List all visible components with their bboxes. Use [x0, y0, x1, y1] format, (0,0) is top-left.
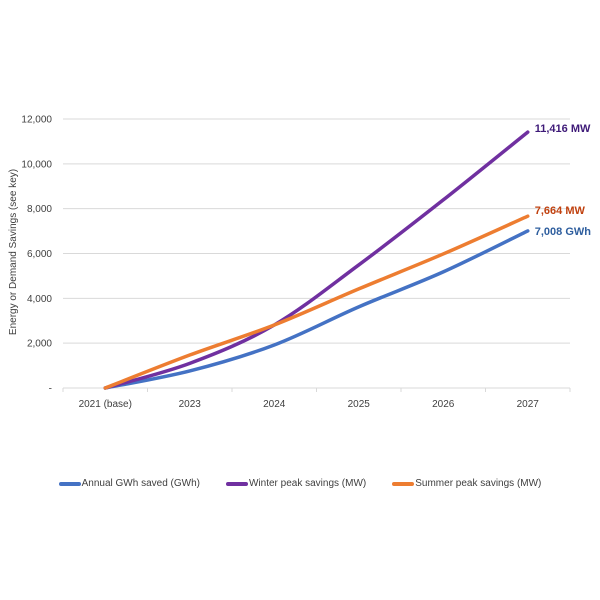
x-tick-label: 2027	[517, 399, 540, 410]
x-axis: 2021 (base) 2023 2024 2025 2026 2027	[62, 387, 571, 410]
series-lines	[103, 130, 530, 390]
data-label-2: 11,416 MW	[535, 123, 591, 135]
data-labels: 7,008 GWh 11,416 MW 7,664 MW	[535, 123, 592, 238]
x-tick-label: 2025	[348, 399, 371, 410]
legend-swatch	[392, 481, 415, 486]
legend-item-3: Summer peak savings (MW)	[392, 478, 541, 489]
legend-swatch	[58, 481, 81, 486]
legend-item-2: Winter peak savings (MW)	[225, 478, 367, 489]
gridlines	[63, 118, 570, 344]
legend-label: Annual GWh saved (GWh)	[81, 478, 200, 489]
y-tick-label: 10,000	[21, 159, 52, 170]
y-tick-label: 6,000	[27, 249, 52, 260]
y-axis-ticks: - 2,000 4,000 6,000 8,000 10,000 12,000	[21, 115, 52, 395]
legend-item-1: Annual GWh saved (GWh)	[58, 478, 200, 489]
series-line-1	[103, 229, 530, 390]
series-line-3	[103, 214, 530, 390]
x-tick-label: 2023	[179, 399, 202, 410]
y-tick-label: 4,000	[27, 294, 52, 305]
data-label-3: 7,664 MW	[535, 205, 586, 217]
legend-label: Summer peak savings (MW)	[415, 478, 542, 489]
legend: Annual GWh saved (GWh) Winter peak saving…	[0, 478, 600, 489]
y-tick-label: 12,000	[21, 115, 52, 126]
y-tick-label: 2,000	[27, 339, 52, 350]
x-tick-label: 2024	[263, 399, 286, 410]
y-tick-label: 8,000	[27, 204, 52, 215]
series-line-2	[103, 130, 530, 390]
x-tick-label: 2021 (base)	[79, 399, 132, 410]
x-tick-label: 2026	[432, 399, 455, 410]
legend-swatch	[225, 481, 248, 486]
data-label-1: 7,008 GWh	[535, 226, 592, 238]
y-tick-label: -	[49, 384, 52, 395]
legend-label: Winter peak savings (MW)	[248, 478, 367, 489]
y-axis-label: Energy or Demand Savings (see key)	[8, 169, 19, 335]
